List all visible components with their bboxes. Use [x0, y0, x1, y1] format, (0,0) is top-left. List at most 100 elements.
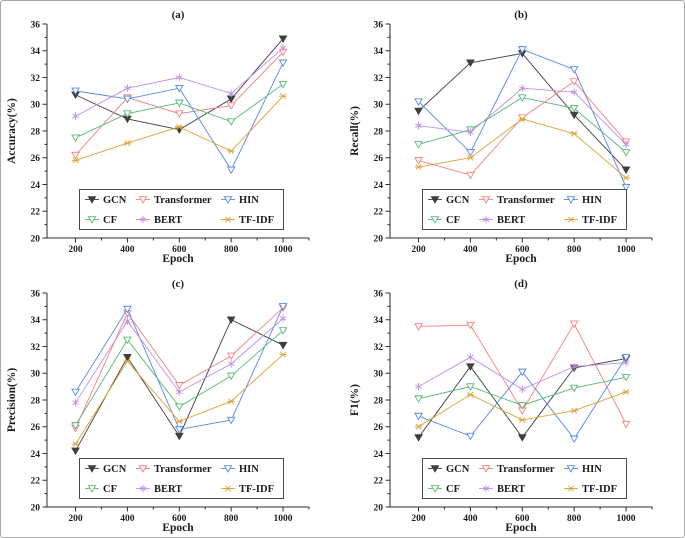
y-tick-label: 34: [374, 316, 384, 326]
series-GCN: [71, 35, 288, 134]
x-axis-label: Epoch: [505, 522, 537, 534]
series-HIN: [71, 59, 288, 175]
y-tick-label: 22: [31, 477, 41, 487]
y-tick-label: 32: [374, 343, 384, 353]
x-tick-label: 600: [515, 245, 530, 255]
legend-label-TF-IDF: TF-IDF: [239, 215, 274, 226]
legend-label-CF: CF: [103, 215, 117, 226]
y-tick-label: 26: [31, 154, 41, 164]
legend-label-Transformer: Transformer: [497, 195, 555, 206]
chart-canvas: 20 22 24 26 28 30 32 34 36 200 400 600 800 1000 (c) Epo…: [6, 278, 310, 534]
series-BERT: [72, 314, 287, 407]
y-tick-label: 36: [374, 289, 384, 299]
legend-label-CF: CF: [446, 215, 460, 226]
series-HIN: [414, 46, 631, 192]
chart-canvas: 20 22 24 26 28 30 32 34 36 200 400 600 800 1000 (d) Epo…: [349, 278, 653, 534]
legend-label-BERT: BERT: [154, 484, 182, 495]
x-tick-label: 800: [224, 514, 239, 524]
y-tick-label: 28: [31, 396, 41, 406]
x-tick-label: 1000: [617, 514, 636, 524]
x-axis-label: Epoch: [162, 522, 194, 534]
series-GCN: [414, 50, 631, 175]
legend-label-GCN: GCN: [446, 464, 470, 475]
x-tick-label: 200: [68, 245, 83, 255]
legend-label-CF: CF: [446, 484, 460, 495]
series-CF: [414, 374, 631, 410]
subplot-title: (b): [514, 9, 528, 21]
series-Transformer: [414, 78, 631, 180]
x-tick-label: 400: [120, 245, 135, 255]
series-BERT: [415, 84, 630, 149]
series-TF-IDF: [414, 388, 630, 430]
x-axis-label: Epoch: [162, 253, 194, 265]
y-tick-label: 26: [374, 154, 384, 164]
legend-label-GCN: GCN: [446, 195, 470, 206]
legend-label-TF-IDF: TF-IDF: [582, 215, 617, 226]
y-tick-label: 32: [374, 74, 384, 84]
tick-labels: 20 22 24 26 28 30 32 34 36 200 400 600 800 1000: [31, 289, 293, 524]
series-TF-IDF: [71, 93, 287, 164]
legend-label-TF-IDF: TF-IDF: [239, 484, 274, 495]
subplot-d-f1: 20 22 24 26 28 30 32 34 36 200 400 600 800 1000 (d) Epo…: [344, 270, 684, 537]
series-CF: [71, 80, 288, 142]
x-tick-label: 1000: [274, 245, 293, 255]
y-tick-label: 30: [374, 101, 384, 111]
axes: [385, 292, 653, 512]
axes: [42, 23, 310, 243]
y-tick-label: 20: [31, 234, 41, 244]
y-tick-label: 28: [374, 396, 384, 406]
y-tick-label: 26: [31, 423, 41, 433]
legend-label-BERT: BERT: [497, 484, 525, 495]
y-tick-label: 34: [31, 316, 41, 326]
y-tick-label: 30: [374, 370, 384, 380]
y-tick-label: 34: [374, 47, 384, 57]
x-tick-label: 800: [224, 245, 239, 255]
subplot-a-accuracy: 20 22 24 26 28 30 32 34 36 200 400 600 800 1000 (a) Epo…: [1, 1, 343, 270]
subplot-c-precision: 20 22 24 26 28 30 32 34 36 200 400 600 800 1000 (c) Epo…: [1, 270, 343, 537]
x-tick-label: 800: [567, 514, 582, 524]
axes: [42, 292, 310, 512]
series-TF-IDF: [71, 351, 287, 448]
y-tick-label: 28: [374, 127, 384, 137]
x-tick-label: 1000: [274, 514, 293, 524]
y-tick-label: 20: [374, 503, 384, 513]
x-tick-label: 600: [515, 514, 530, 524]
legend-label-Transformer: Transformer: [497, 464, 555, 475]
legend: GCN Transformer HIN CF BERT TF-IDF: [79, 458, 284, 499]
y-tick-label: 20: [31, 503, 41, 513]
x-axis-label: Epoch: [505, 253, 537, 265]
y-tick-label: 30: [31, 101, 41, 111]
y-tick-label: 22: [374, 477, 384, 487]
y-tick-label: 32: [31, 343, 41, 353]
series-CF: [71, 327, 288, 430]
y-axis-label: F1(%): [349, 384, 361, 416]
y-tick-label: 22: [374, 208, 384, 218]
tick-labels: 20 22 24 26 28 30 32 34 36 200 400 600 800 1000: [374, 289, 636, 524]
y-tick-label: 24: [374, 181, 384, 191]
y-axis-label: Recall(%): [349, 106, 361, 156]
series-Transformer: [414, 320, 631, 429]
x-tick-label: 200: [68, 514, 83, 524]
x-tick-label: 400: [463, 245, 478, 255]
x-tick-label: 600: [172, 514, 187, 524]
y-tick-label: 30: [31, 370, 41, 380]
series-HIN: [414, 353, 631, 444]
y-tick-label: 24: [31, 181, 41, 191]
y-tick-label: 24: [31, 450, 41, 460]
y-tick-label: 20: [374, 234, 384, 244]
legend-label-Transformer: Transformer: [154, 195, 212, 206]
series-HIN: [71, 303, 288, 434]
x-tick-label: 200: [411, 245, 426, 255]
y-tick-label: 26: [374, 423, 384, 433]
legend-label-GCN: GCN: [103, 195, 127, 206]
subplot-b-recall: 20 22 24 26 28 30 32 34 36 200 400 600 800 1000 (b) Epo…: [344, 1, 684, 270]
x-tick-label: 400: [463, 514, 478, 524]
legend-label-HIN: HIN: [582, 464, 602, 475]
subplot-title: (c): [172, 278, 185, 290]
y-tick-label: 24: [374, 450, 384, 460]
y-axis-label: Precision(%): [6, 368, 18, 432]
y-tick-label: 36: [31, 289, 41, 299]
series-Transformer: [71, 48, 288, 160]
legend-label-BERT: BERT: [154, 215, 182, 226]
